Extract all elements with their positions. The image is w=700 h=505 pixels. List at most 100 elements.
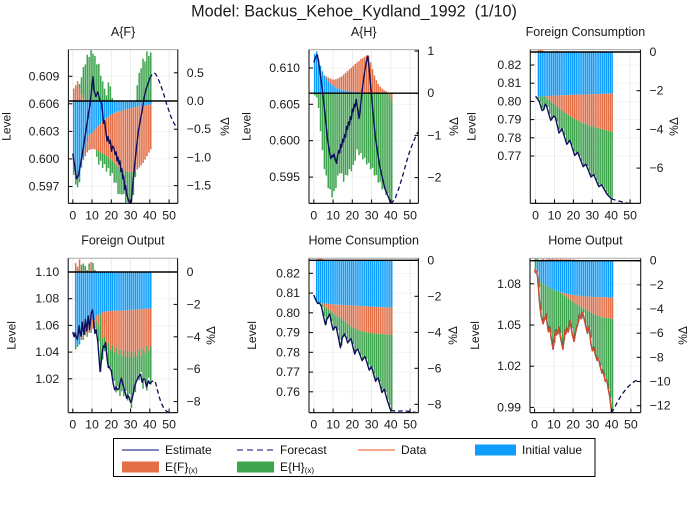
svg-text:−4: −4: [650, 122, 664, 136]
svg-text:%Δ: %Δ: [446, 326, 460, 345]
svg-text:10: 10: [85, 208, 99, 222]
svg-text:0.78: 0.78: [276, 345, 300, 359]
svg-text:30: 30: [124, 208, 138, 222]
svg-text:0.606: 0.606: [29, 97, 60, 111]
svg-text:0.76: 0.76: [276, 385, 300, 399]
svg-text:−6: −6: [650, 326, 664, 340]
svg-text:−4: −4: [187, 330, 201, 344]
svg-text:30: 30: [365, 208, 379, 222]
svg-text:Initial value: Initial value: [522, 443, 582, 457]
svg-text:0: 0: [531, 418, 538, 432]
svg-text:Model: Backus_Kehoe_Kydland_19: Model: Backus_Kehoe_Kydland_1992 (1/10): [191, 3, 517, 21]
svg-text:0.79: 0.79: [276, 326, 300, 340]
svg-text:50: 50: [162, 208, 176, 222]
svg-text:−1.0: −1.0: [187, 150, 211, 164]
svg-text:1.10: 1.10: [35, 265, 59, 279]
svg-text:0.595: 0.595: [269, 170, 300, 184]
svg-text:0.609: 0.609: [29, 69, 60, 83]
svg-text:0: 0: [310, 418, 317, 432]
svg-text:Foreign Output: Foreign Output: [81, 233, 165, 247]
svg-text:0: 0: [69, 418, 76, 432]
svg-text:20: 20: [104, 208, 118, 222]
svg-text:0.82: 0.82: [497, 58, 521, 72]
svg-text:40: 40: [384, 208, 398, 222]
svg-text:0.600: 0.600: [269, 134, 300, 148]
svg-text:0.610: 0.610: [269, 61, 300, 75]
svg-text:−6: −6: [650, 161, 664, 175]
svg-text:%Δ: %Δ: [676, 326, 690, 345]
svg-text:0.80: 0.80: [276, 306, 300, 320]
svg-text:20: 20: [345, 208, 359, 222]
svg-text:−6: −6: [427, 361, 441, 375]
svg-text:20: 20: [567, 208, 581, 222]
svg-text:A{F}: A{F}: [111, 25, 135, 39]
svg-text:−1: −1: [427, 128, 441, 142]
svg-text:1: 1: [427, 44, 434, 58]
svg-text:−1.5: −1.5: [187, 179, 211, 193]
svg-text:%Δ: %Δ: [218, 117, 232, 136]
svg-text:1.08: 1.08: [35, 292, 59, 306]
svg-text:0.81: 0.81: [497, 76, 521, 90]
svg-text:20: 20: [345, 418, 359, 432]
svg-text:20: 20: [566, 418, 580, 432]
svg-text:−8: −8: [187, 395, 201, 409]
svg-text:Foreign Consumption: Foreign Consumption: [526, 25, 646, 39]
svg-text:0: 0: [427, 86, 434, 100]
svg-text:%Δ: %Δ: [204, 326, 218, 345]
svg-text:50: 50: [162, 418, 176, 432]
svg-text:%Δ: %Δ: [447, 117, 461, 136]
svg-text:40: 40: [604, 208, 618, 222]
svg-text:40: 40: [143, 418, 157, 432]
svg-text:0.600: 0.600: [29, 152, 60, 166]
svg-text:0.82: 0.82: [276, 266, 300, 280]
svg-text:0.603: 0.603: [29, 124, 60, 138]
svg-text:50: 50: [623, 208, 637, 222]
svg-text:30: 30: [586, 418, 600, 432]
svg-text:0.99: 0.99: [497, 400, 521, 414]
svg-text:−10: −10: [650, 375, 671, 389]
svg-text:1.02: 1.02: [35, 372, 59, 386]
svg-text:−6: −6: [187, 362, 201, 376]
svg-text:−2: −2: [427, 171, 441, 185]
svg-text:Level: Level: [5, 321, 19, 350]
svg-text:0.77: 0.77: [497, 149, 521, 163]
svg-text:−2: −2: [427, 289, 441, 303]
svg-text:0: 0: [650, 45, 657, 59]
svg-text:0: 0: [532, 208, 539, 222]
svg-text:Level: Level: [240, 112, 254, 141]
svg-text:−8: −8: [427, 397, 441, 411]
svg-text:0.605: 0.605: [269, 97, 300, 111]
svg-text:0.5: 0.5: [187, 66, 204, 80]
svg-text:−4: −4: [427, 325, 441, 339]
svg-text:0.79: 0.79: [497, 113, 521, 127]
svg-text:40: 40: [143, 208, 157, 222]
svg-text:−12: −12: [650, 399, 671, 413]
svg-text:A{H}: A{H}: [351, 25, 377, 39]
svg-text:10: 10: [326, 418, 340, 432]
svg-text:−8: −8: [650, 350, 664, 364]
svg-text:Level: Level: [465, 112, 479, 141]
svg-text:1.06: 1.06: [35, 318, 59, 332]
svg-text:0.77: 0.77: [276, 365, 300, 379]
svg-text:0: 0: [69, 208, 76, 222]
svg-text:Data: Data: [401, 443, 427, 457]
svg-text:40: 40: [605, 418, 619, 432]
svg-text:−0.5: −0.5: [187, 122, 211, 136]
svg-text:Level: Level: [245, 321, 259, 350]
svg-text:−2: −2: [650, 84, 664, 98]
svg-text:%Δ: %Δ: [667, 117, 681, 136]
svg-text:1.08: 1.08: [497, 277, 521, 291]
svg-text:0.597: 0.597: [29, 180, 60, 194]
svg-text:1.04: 1.04: [35, 345, 59, 359]
svg-text:Level: Level: [0, 112, 14, 141]
svg-text:50: 50: [403, 208, 417, 222]
svg-text:−2: −2: [187, 297, 201, 311]
svg-text:0.80: 0.80: [497, 94, 521, 108]
svg-text:20: 20: [104, 418, 118, 432]
svg-text:30: 30: [585, 208, 599, 222]
svg-text:−2: −2: [650, 278, 664, 292]
svg-text:0: 0: [187, 265, 194, 279]
svg-text:Estimate: Estimate: [165, 443, 212, 457]
svg-text:0.78: 0.78: [497, 131, 521, 145]
svg-text:50: 50: [403, 418, 417, 432]
